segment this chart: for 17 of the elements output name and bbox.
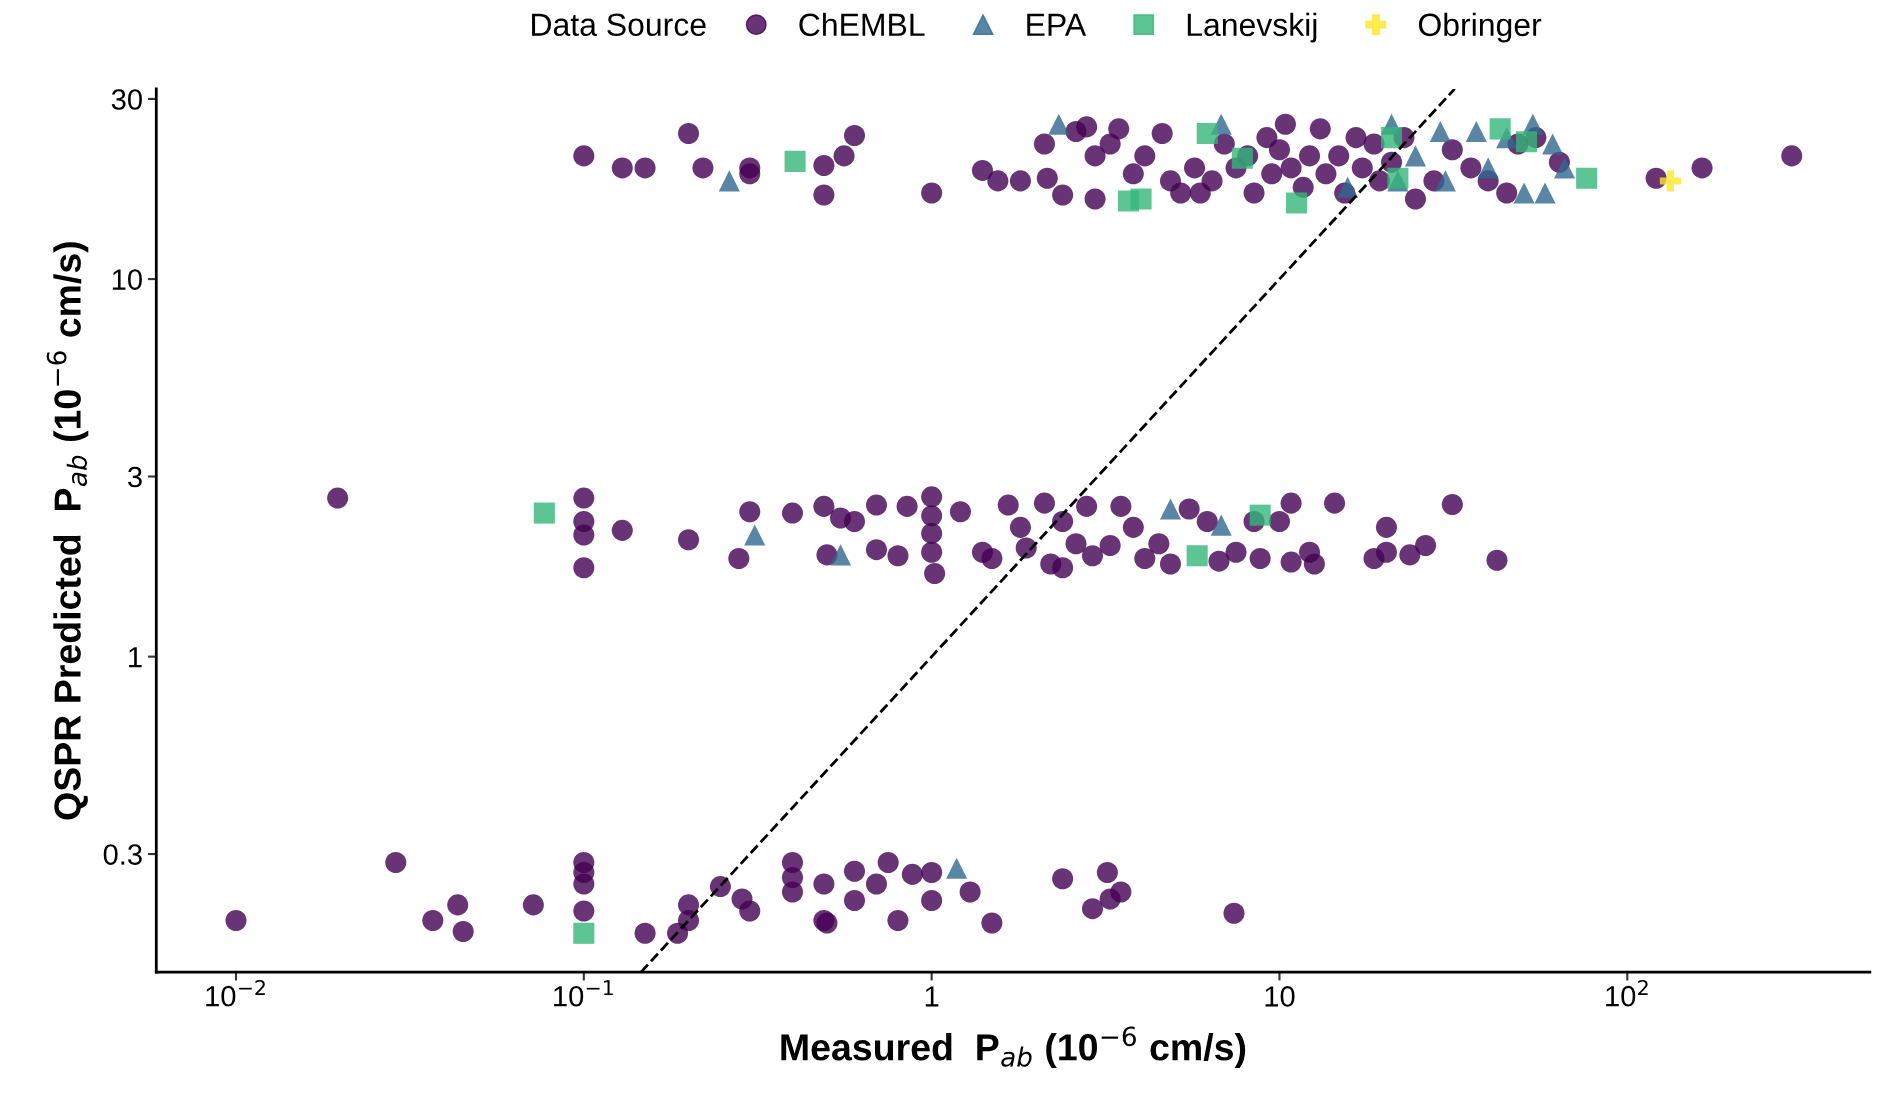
y-tick-label: 1 (129, 647, 142, 668)
legend-label: EPA (1027, 13, 1087, 36)
y-tick-label: 30 (111, 89, 142, 110)
y-tick-label: 0.3 (103, 844, 142, 865)
legend-label: Lanevskij (1187, 12, 1317, 43)
x-tick-label: 10$^{2}$ (1606, 979, 1648, 1007)
x-axis-title: Measured P$_{ab}$ (10$^{−6}$ cm/s) (781, 1026, 1246, 1069)
y-axis-title: QSPR Predicted P$_{ab}$ (10$^{−6}$ cm/s) (46, 242, 89, 820)
y-tick-label: 10 (112, 269, 142, 290)
x-tick-label: 10$^{−2}$ (206, 979, 265, 1007)
legend-label: ChEMBL (799, 12, 925, 37)
x-tick-label: 10$^{−1}$ (554, 980, 613, 1007)
legend-label: Obringer (1418, 12, 1542, 43)
y-tick-label: 3 (127, 466, 142, 488)
x-tick-label: 1 (925, 986, 939, 1007)
x-tick-label: 10 (1265, 986, 1295, 1007)
legend-title: Data Source (532, 13, 706, 37)
